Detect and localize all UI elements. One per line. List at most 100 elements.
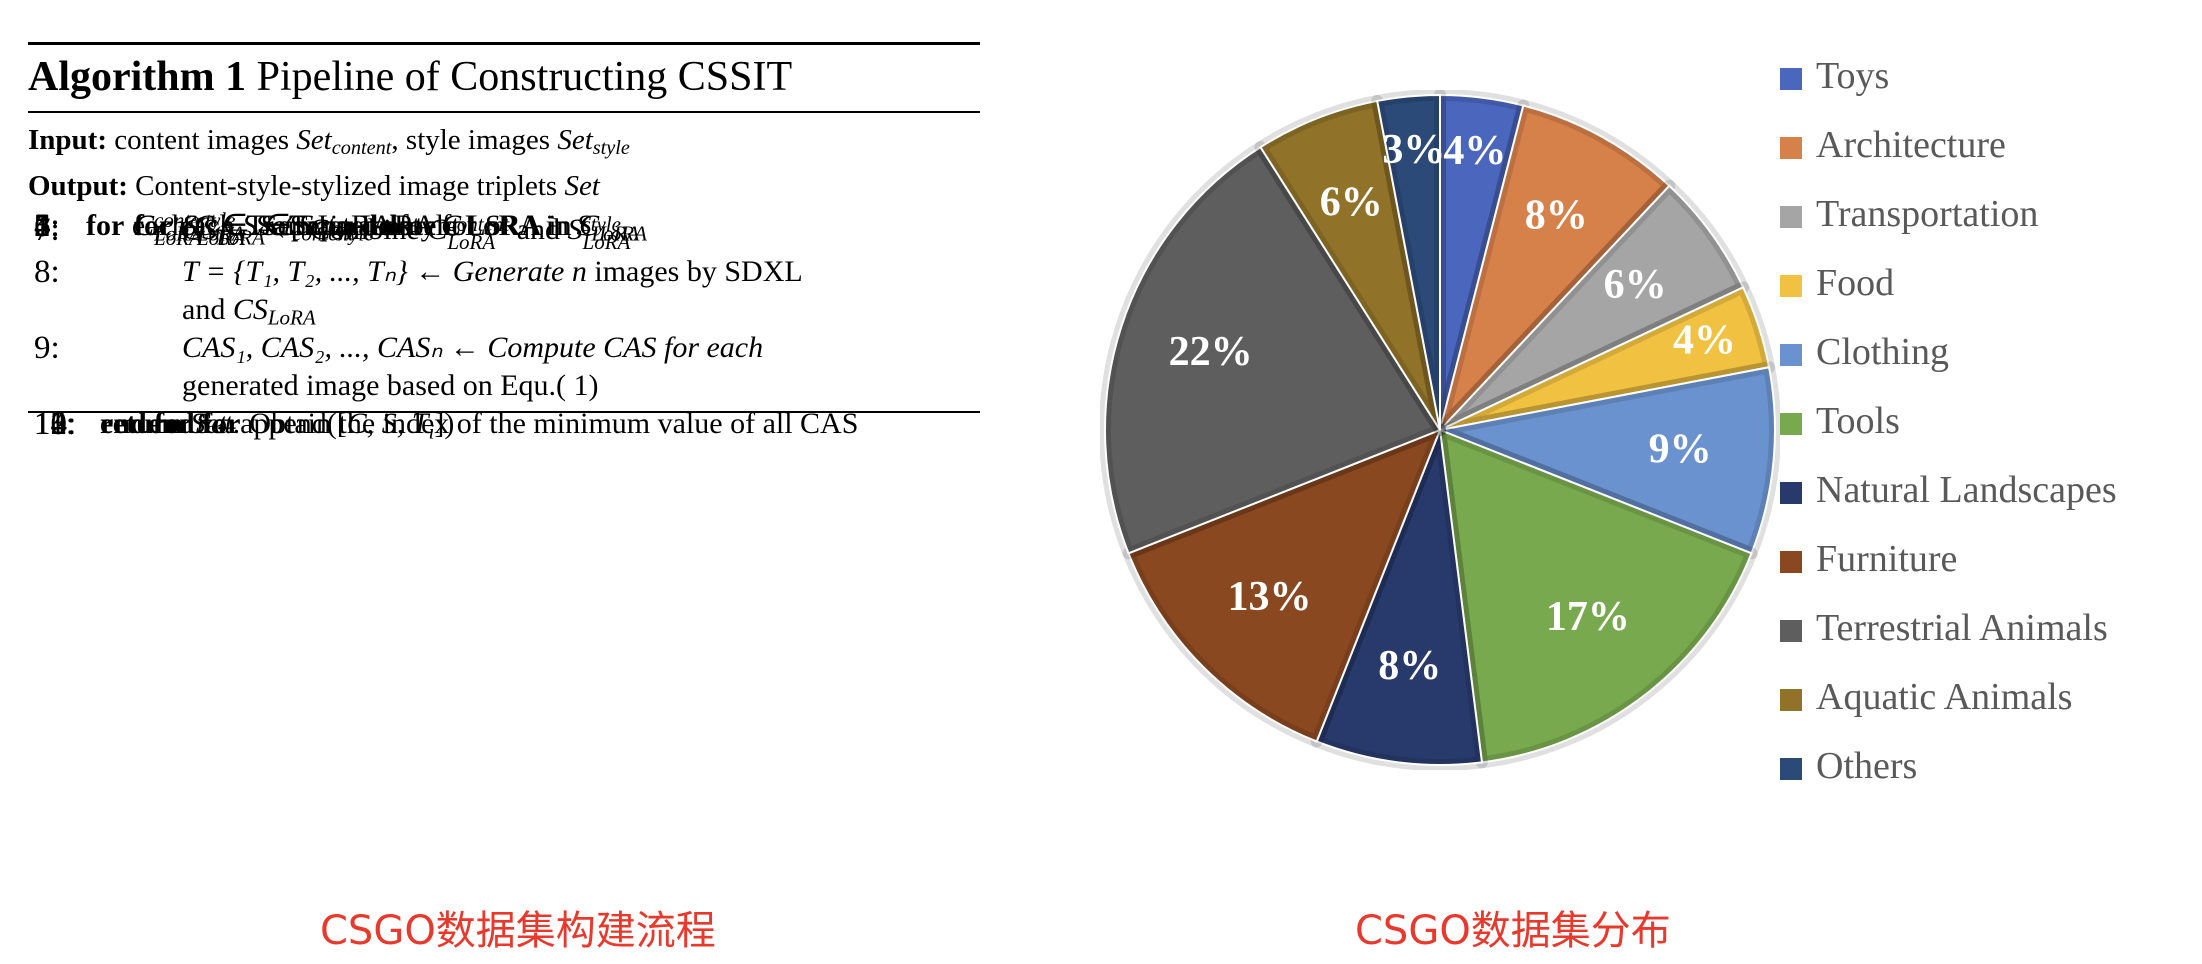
right-caption: CSGO数据集分布 [1355,908,1671,954]
pie-label-clothing: 9% [1649,426,1712,472]
keyword: for [86,209,125,243]
output-label: Output: [28,170,128,203]
legend-label: Transportation [1816,193,2039,235]
pie-label-natural-landscapes: 8% [1378,643,1441,689]
supsub: content LoRA [447,213,509,254]
output-text: Content-style-stylized image triplets [135,170,558,203]
line-number: 3: [34,208,60,245]
algorithm-block: Algorithm 1 Pipeline of Constructing CSS… [28,42,980,443]
var: C [579,209,600,243]
algo-line-9: 9: CAS₁, CAS₂, ..., CASₙ ← Compute CAS f… [28,329,980,405]
legend-swatch [1780,206,1802,228]
pie-label-tools: 17% [1546,594,1630,640]
pie-slice-border [1438,428,1753,764]
line-number: 8: [34,254,60,291]
legend-label: Tools [1816,400,1900,442]
keyword: do [373,209,413,243]
pie-label-food: 4% [1673,318,1736,364]
sup: content [154,207,216,232]
keyword: for [134,209,173,243]
var: S [182,209,197,243]
supsub: style LoRA [583,213,631,252]
legend-label: Toys [1816,55,1890,97]
input-var: Set [296,124,332,156]
line-number: 1: [34,208,60,245]
text: ]) [434,407,455,441]
sub: LoRA [599,221,647,246]
line-number: 11: [34,406,75,443]
pie-slice-border [1127,428,1442,743]
pie-label-transportation: 6% [1604,262,1667,308]
text: each [172,209,243,243]
sub: LoRA [197,221,245,246]
bottom-rule [28,411,980,414]
text: and [509,213,568,247]
text: each [124,209,195,243]
pie-slice-border [1259,99,1441,431]
pie-label-others: 3% [1382,127,1445,173]
text: images by SDXL [586,255,803,289]
pie-slice-border [1439,184,1745,431]
supsub: style LoRA [197,207,245,250]
var: S [242,209,258,243]
input-label: Input: [28,124,107,156]
pie-label-furniture: 13% [1227,574,1311,620]
line-number: 6: [34,208,60,245]
line-code: for each C ∈ Setcontent do [86,207,393,252]
pie-slice-border [1104,145,1442,555]
sub: LoRA [267,305,316,330]
line-number: 2: [34,208,60,245]
text: ← Separate content LoRA in [215,209,580,243]
line-number: 10: [34,406,77,443]
line-number: 14: [34,406,77,443]
var: Set [298,209,336,243]
var: S [484,209,500,243]
keyword: return [100,407,183,441]
algorithm-title: Pipeline of Constructing CSSIT [256,54,793,100]
sub: i [428,419,435,444]
legend-swatch [1780,275,1802,297]
input-mid: , style images [391,124,551,156]
var: S [567,213,583,247]
legend-swatch [1780,413,1802,435]
text: .append([ [232,407,347,441]
input-text: content images [114,124,290,156]
line-code: CAS₁, CAS₂, ..., CASₙ ← Compute CAS for … [182,331,764,365]
legend-swatch [1780,482,1802,504]
keyword: do [353,209,394,243]
line-continuation: and CSLoRA [182,291,316,336]
sup: style [197,207,236,232]
output-var: Set [564,170,600,203]
pie-label-toys: 4% [1443,128,1506,174]
legend-swatch [1780,758,1802,780]
sub: LoRA [217,225,265,250]
sub: LoRA [197,225,245,250]
algo-line-8: 8: T = {T₁, T₂, ..., Tₙ} ← Generate n im… [28,253,980,329]
line-code: Set.append([C, S, Ti]) [196,405,454,450]
sub: LoRA [447,229,496,254]
legend-label: Terrestrial Animals [1816,607,2108,649]
var: i [196,407,205,441]
var: C [134,209,155,243]
text: and [182,293,233,327]
sub: LoRA [154,221,202,246]
line-code: CLoRA ← Train LoRA for C [134,207,461,252]
sub: LoRA [591,221,640,246]
legend-label: Natural Landscapes [1816,469,2117,511]
text: ← Train LoRA for [201,209,442,243]
var: CS [182,213,218,247]
pie-slice-border [1315,429,1484,766]
var: S [182,209,197,243]
pie-slice-border [1439,104,1671,431]
line-number: 4: [34,208,60,245]
legend-label: Aquatic Animals [1816,676,2073,718]
legend-swatch [1780,68,1802,90]
var: C [441,209,462,243]
line-number: 12: [34,406,77,443]
line-number: 5: [34,208,60,245]
pie-chart: 4%8%6%4%9%17%8%13%22%6%3% [1100,90,1780,770]
var: n [571,255,587,289]
legend-label: Furniture [1816,538,1958,580]
sub: style [335,221,374,246]
